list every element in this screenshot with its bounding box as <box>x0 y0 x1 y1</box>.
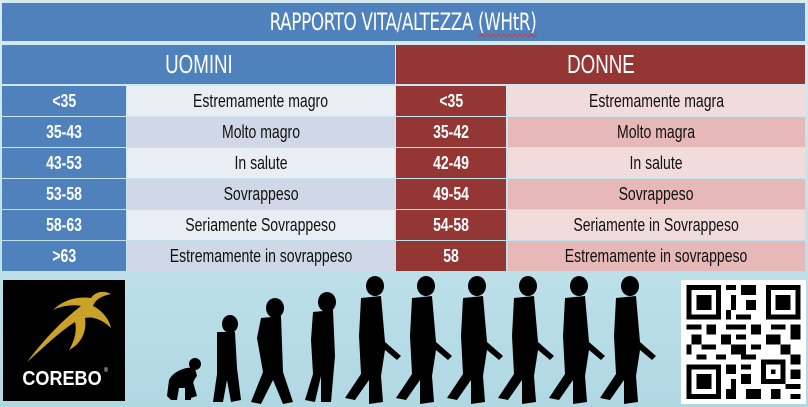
women-label-cell: Seriamente in Sovrappeso <box>508 210 805 240</box>
men-label-cell: Molto magro <box>127 117 395 147</box>
table-row: >63 Estremamente in sovrappeso 58 Estrem… <box>2 241 805 271</box>
qr-code[interactable] <box>681 280 806 404</box>
corebo-swoosh-icon <box>27 291 111 362</box>
men-range-cell: 53-58 <box>2 179 126 209</box>
women-range-cell: 49-54 <box>396 179 506 209</box>
title-text: RAPPORTO VITA/ALTEZZA <box>270 8 474 36</box>
women-range-cell: <35 <box>396 86 506 116</box>
men-range-cell: >63 <box>2 241 126 271</box>
men-label-cell: Estremamente magro <box>127 86 395 116</box>
page-title: RAPPORTO VITA/ALTEZZA (WHtR) <box>2 3 805 41</box>
table-row: 43-53 In salute 42-49 In salute <box>2 148 805 178</box>
table-row: 35-43 Molto magro 35-42 Molto magra <box>2 117 805 147</box>
women-label-cell: Molto magra <box>508 117 805 147</box>
men-range-cell: 58-63 <box>2 210 126 240</box>
men-range-cell: <35 <box>2 86 126 116</box>
table-row: 58-63 Seriamente Sovrappeso 54-58 Seriam… <box>2 210 805 240</box>
human-evolution-illustration <box>167 276 656 404</box>
table-row: <35 Estremamente magro <35 Estremamente … <box>2 86 805 116</box>
human-silhouette-icon <box>447 276 503 404</box>
women-range-cell: 42-49 <box>396 148 506 178</box>
men-label-cell: In salute <box>127 148 395 178</box>
women-label-cell: Sovrappeso <box>508 179 805 209</box>
hominid-silhouette-icon <box>251 298 293 404</box>
women-range-cell: 54-58 <box>396 210 506 240</box>
women-label-cell: Estremamente in sovrappeso <box>508 241 805 271</box>
early-hominid-silhouette-icon <box>213 315 241 402</box>
women-label-cell: In salute <box>508 148 805 178</box>
table-row: 53-58 Sovrappeso 49-54 Sovrappeso <box>2 179 805 209</box>
men-header: UOMINI <box>2 45 395 84</box>
human-silhouette-icon <box>549 276 605 404</box>
women-header: DONNE <box>396 45 805 84</box>
human-silhouette-icon <box>396 276 452 404</box>
men-range-cell: 35-43 <box>2 117 126 147</box>
corebo-logo: COREBO ® <box>3 280 125 401</box>
men-label-cell: Sovrappeso <box>127 179 395 209</box>
human-silhouette-icon <box>498 276 554 404</box>
title-abbreviation: (WHtR) <box>478 8 537 36</box>
human-silhouette-icon <box>345 276 401 404</box>
men-range-cell: 43-53 <box>2 148 126 178</box>
women-header-label: DONNE <box>566 49 635 79</box>
neanderthal-silhouette-icon <box>305 292 336 402</box>
women-range-cell: 35-42 <box>396 117 506 147</box>
men-label-cell: Estremamente in sovrappeso <box>127 241 395 271</box>
brand-name: COREBO ® <box>22 368 108 390</box>
women-range-cell: 58 <box>396 241 506 271</box>
human-silhouette-icon <box>600 276 656 404</box>
ape-silhouette-icon <box>167 358 201 400</box>
men-header-label: UOMINI <box>164 49 233 79</box>
men-label-cell: Seriamente Sovrappeso <box>127 210 395 240</box>
women-label-cell: Estremamente magra <box>508 86 805 116</box>
